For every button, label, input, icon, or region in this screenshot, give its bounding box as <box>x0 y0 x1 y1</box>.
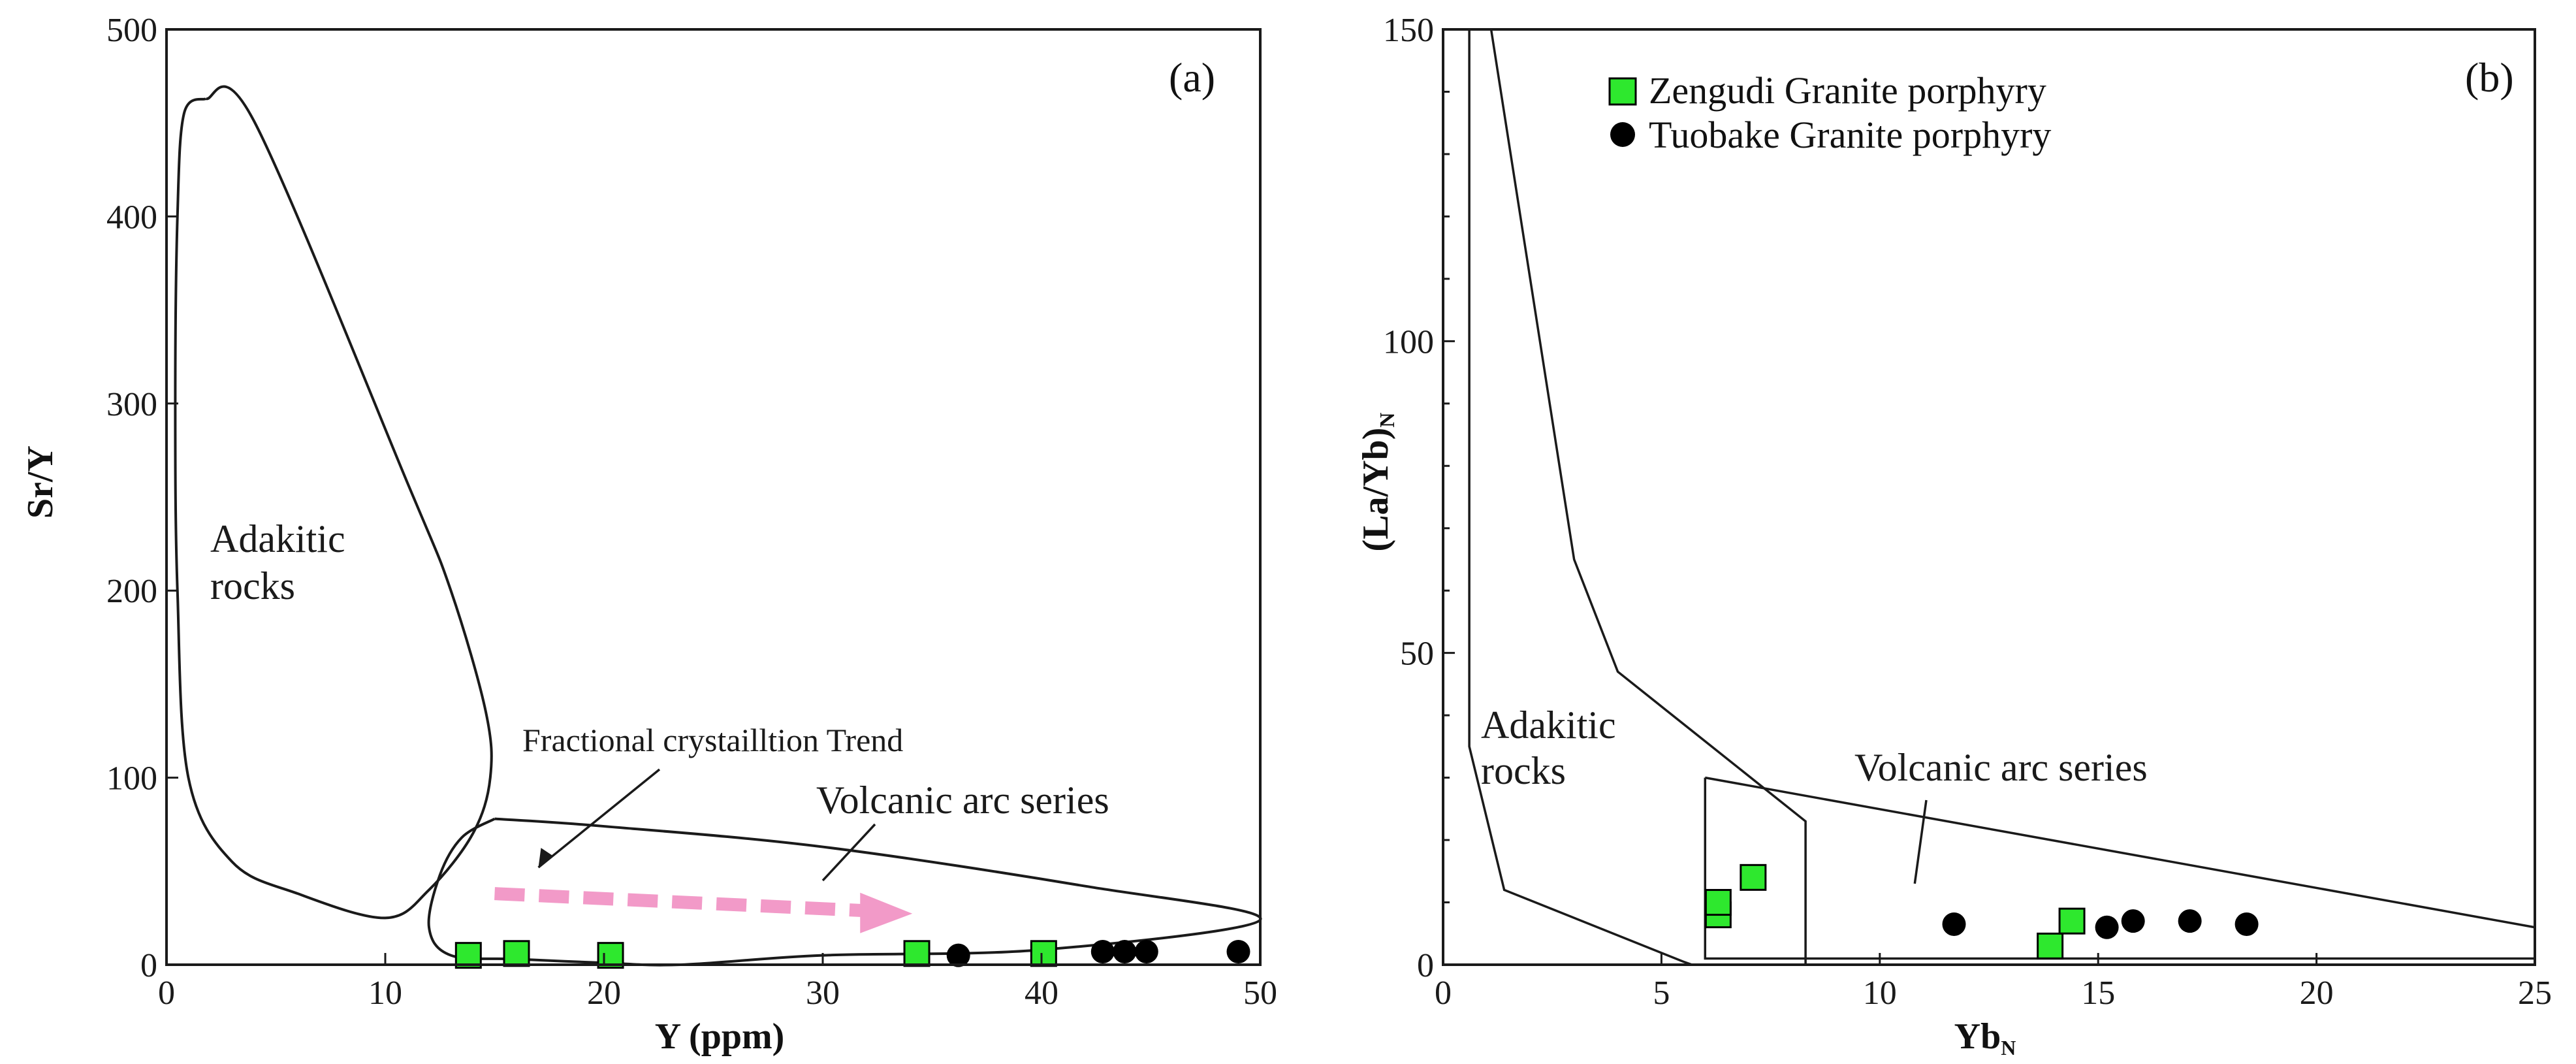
panel-a-zengudi-point <box>1030 940 1057 967</box>
panel-b-x-tick-label: 25 <box>2518 975 2552 1012</box>
panel-a-volcanic-arc-label: Volcanic arc series <box>816 779 1109 822</box>
panel-a-x-tick-label: 0 <box>158 975 175 1012</box>
panel-b-tuobake-point <box>2234 912 2259 936</box>
panel-b-fields <box>1468 28 2536 966</box>
panel-b-ticks: 0 5 10 15 20 25 0 50 100 150 <box>1383 12 2552 1012</box>
panel-b-x-tick-label: 15 <box>2081 975 2115 1012</box>
panel-a-zengudi-point <box>903 940 930 967</box>
panel-b-zengudi-point <box>2058 907 2086 935</box>
panel-a-trend-leader-line <box>537 768 661 869</box>
panel-b-field-volcanic-arc <box>1704 776 2536 960</box>
panel-a-x-tick-label: 30 <box>806 975 840 1012</box>
panel-b-x-axis-label-main: Yb <box>1954 1016 2001 1057</box>
panel-b-x-axis-label: YbN <box>1954 1016 2016 1059</box>
panel-b-tuobake-point <box>2121 909 2145 933</box>
legend-zengudi-marker <box>1608 77 1637 106</box>
panel-a-label: (a) <box>1169 54 1215 101</box>
panel-a-adakitic-label-line2: rocks <box>210 564 295 607</box>
panel-b-zengudi-point <box>1740 863 1767 891</box>
panel-b-y-axis-label-main: (La/Yb) <box>1356 428 1396 552</box>
panel-a-field-adakitic <box>174 85 493 920</box>
panel-a-y-tick-label: 100 <box>106 760 157 798</box>
panel-a-frame <box>165 28 1262 966</box>
panel-a-marks <box>454 768 1250 969</box>
legend-tuobake-label: Tuobake Granite porphyry <box>1649 114 2051 156</box>
panel-a-x-tick-label: 20 <box>587 975 621 1012</box>
panel-a-y-axis-label: Sr/Y <box>20 445 61 519</box>
panel-a-tuobake-point <box>1134 939 1158 963</box>
panel-a-y-tick-label: 500 <box>106 12 157 49</box>
panel-a-adakitic-label-line1: Adakitic <box>210 517 345 560</box>
panel-b-x-tick-label: 5 <box>1653 975 1670 1012</box>
panel-b-label: (b) <box>2465 54 2514 101</box>
panel-a-volcanic-arc-leader-line <box>821 823 876 882</box>
panel-b-zengudi-point <box>2037 932 2064 959</box>
panel-b-x-tick-label: 0 <box>1435 975 1452 1012</box>
panel-b-x-tick-label: 20 <box>2300 975 2334 1012</box>
panel-b-x-axis-label-sub: N <box>2001 1036 2016 1059</box>
panel-a-zengudi-point <box>503 940 530 967</box>
panel-a-trend-arrowhead <box>860 892 913 933</box>
panel-a-tuobake-point <box>1090 939 1115 963</box>
panel-b-tuobake-point <box>2095 915 2119 939</box>
panel-b-zengudi-point <box>1704 889 1732 916</box>
panel-a-y-tick-label: 200 <box>106 573 157 610</box>
panel-a-y-tick-label: 300 <box>106 386 157 423</box>
panel-a-trend-leader-arrowhead <box>538 848 553 868</box>
panel-a-trend-annotation: Fractional crystailltion Trend <box>522 722 903 758</box>
panel-b-tuobake-point <box>1942 912 1966 936</box>
legend-zengudi-label: Zengudi Granite porphyry <box>1649 69 2046 112</box>
panel-b-volcanic-arc-leader-line <box>1913 799 1928 884</box>
panel-b-x-tick-label: 10 <box>1863 975 1897 1012</box>
panel-a-y-tick-label: 400 <box>106 199 157 236</box>
panel-b-tuobake-point <box>2178 909 2202 933</box>
panel-b-volcanic-arc-label: Volcanic arc series <box>1854 746 2148 789</box>
panel-b-y-axis-label: (La/Yb)N <box>1356 413 1399 552</box>
panel-a-tuobake-point <box>1226 939 1250 963</box>
legend-tuobake-marker <box>1610 122 1635 147</box>
panel-a-tuobake-point <box>946 943 970 967</box>
panel-a-tuobake-point <box>1113 939 1137 963</box>
panel-b-y-tick-label: 50 <box>1400 636 1434 673</box>
panel-a-y-tick-label: 0 <box>140 947 157 984</box>
panel-b-adakitic-label-line1: Adakitic <box>1481 703 1616 747</box>
panel-b-y-axis-label-sub: N <box>1375 413 1399 428</box>
panel-a-x-tick-label: 50 <box>1243 975 1277 1012</box>
panel-b-field-adakitic <box>1468 28 1807 966</box>
panel-b-adakitic-label-line2: rocks <box>1481 749 1566 792</box>
panel-a-x-axis-label: Y (ppm) <box>655 1016 785 1057</box>
panel-b-y-tick-label: 0 <box>1417 947 1434 984</box>
panel-a-x-tick-label: 40 <box>1025 975 1058 1012</box>
panel-b-frame <box>1442 28 2536 966</box>
panel-b-marks <box>1704 799 2259 959</box>
panel-b-y-tick-label: 100 <box>1383 323 1434 361</box>
panel-a-x-tick-label: 10 <box>368 975 402 1012</box>
panel-a-trend-arrow-shaft <box>494 887 874 918</box>
panel-b-y-tick-label: 150 <box>1383 12 1434 49</box>
